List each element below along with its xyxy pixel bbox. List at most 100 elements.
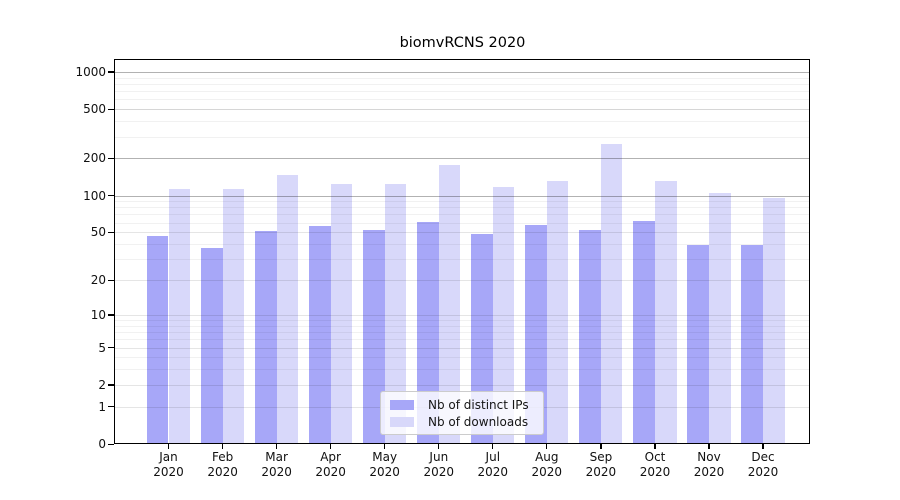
- gridline-minor: [115, 369, 810, 371]
- bar-distinct-ips-apr: [309, 226, 331, 444]
- bar-distinct-ips-oct: [633, 220, 655, 444]
- x-tick-label-nov: Nov 2020: [693, 450, 725, 479]
- y-tick-label-1: 1: [98, 399, 106, 414]
- gridline-500: [115, 109, 810, 111]
- x-tick-mar: [276, 444, 278, 449]
- x-tick-label-oct: Oct 2020: [639, 450, 671, 479]
- bar-distinct-ips-sep: [579, 230, 601, 444]
- legend-item-downloads: Nb of downloads: [390, 413, 543, 430]
- bar-distinct-ips-feb: [201, 248, 223, 444]
- x-tick-sep: [600, 444, 602, 449]
- y-tick-label-20: 20: [90, 273, 106, 287]
- x-tick-apr: [330, 444, 332, 449]
- y-tick-label-1000: 1000: [75, 64, 106, 79]
- x-tick-jul: [492, 444, 494, 449]
- y-tick-label-50: 50: [90, 225, 106, 240]
- bar-distinct-ips-mar: [255, 231, 277, 444]
- y-tick-label-0: 0: [98, 437, 106, 451]
- gridline-50: [115, 232, 810, 234]
- y-tick-10: [108, 314, 114, 316]
- bar-distinct-ips-may: [363, 230, 385, 444]
- x-tick-label-jun: Jun 2020: [423, 450, 455, 479]
- chart-title: biomvRCNS 2020: [399, 35, 526, 51]
- legend-label-distinct-ips: Nb of distinct IPs: [428, 397, 529, 412]
- gridline-minor: [115, 332, 810, 333]
- gridline-minor: [115, 91, 810, 93]
- bar-downloads-sep: [600, 144, 623, 444]
- gridline-minor: [115, 320, 810, 321]
- y-tick-label-100: 100: [83, 188, 106, 203]
- gridline-1000: [115, 71, 810, 73]
- gridline-minor: [115, 77, 810, 79]
- x-tick-label-sep: Sep 2020: [585, 450, 617, 479]
- bar-distinct-ips-jun: [417, 221, 439, 444]
- gridline-2: [115, 384, 810, 386]
- y-tick-0: [108, 443, 114, 445]
- gridline-minor: [115, 207, 810, 209]
- bar-distinct-ips-jan: [146, 235, 169, 444]
- gridline-20: [115, 280, 810, 281]
- x-tick-jan: [167, 444, 170, 449]
- y-tick-1000: [108, 71, 114, 73]
- bar-downloads-may: [384, 184, 407, 444]
- bar-downloads-jul: [492, 186, 515, 444]
- gridline-5: [115, 347, 810, 349]
- x-tick-label-jul: Jul 2020: [477, 450, 509, 479]
- gridline-10: [115, 314, 810, 316]
- y-tick-label-10: 10: [90, 307, 106, 322]
- x-tick-jun: [438, 444, 440, 449]
- bar-downloads-aug: [546, 181, 569, 444]
- gridline-minor: [115, 136, 810, 138]
- x-tick-dec: [762, 444, 764, 449]
- x-tick-label-may: May 2020: [369, 450, 400, 479]
- legend-label-downloads: Nb of downloads: [428, 414, 529, 429]
- x-tick-label-dec: Dec 2020: [747, 450, 779, 479]
- gridline-100: [115, 195, 810, 197]
- gridline-minor: [115, 357, 810, 359]
- gridline-minor: [115, 259, 810, 261]
- gridline-minor: [115, 222, 810, 224]
- y-tick-100: [108, 195, 114, 197]
- y-tick-label-2: 2: [98, 377, 106, 392]
- legend: Nb of distinct IPs Nb of downloads: [380, 391, 544, 435]
- bar-downloads-dec: [763, 198, 785, 444]
- y-tick-50: [108, 231, 114, 234]
- legend-swatch-distinct-ips-icon: [390, 399, 414, 410]
- x-tick-label-mar: Mar 2020: [261, 450, 292, 479]
- gridline-minor: [115, 244, 810, 245]
- bar-downloads-jan: [168, 189, 191, 444]
- bar-distinct-ips-nov: [687, 245, 709, 444]
- x-tick-oct: [654, 444, 656, 449]
- gridline-minor: [115, 201, 810, 203]
- gridline-minor: [115, 83, 810, 85]
- gridline-200: [115, 158, 810, 160]
- y-tick-2: [108, 384, 114, 386]
- bar-downloads-jun: [438, 164, 461, 444]
- bar-downloads-mar: [276, 174, 299, 444]
- x-tick-label-apr: Apr 2020: [315, 450, 346, 479]
- y-tick-label-5: 5: [98, 340, 106, 355]
- y-tick-5: [108, 347, 114, 349]
- y-tick-1: [108, 406, 114, 408]
- x-tick-label-aug: Aug 2020: [531, 450, 563, 479]
- gridline-minor: [115, 99, 810, 101]
- x-tick-label-feb: Feb 2020: [207, 450, 238, 479]
- x-tick-feb: [222, 444, 224, 449]
- x-tick-nov: [708, 444, 710, 449]
- gridline-minor: [115, 214, 810, 216]
- bar-downloads-nov: [709, 193, 731, 444]
- legend-swatch-downloads-icon: [390, 416, 414, 427]
- y-tick-200: [108, 157, 114, 160]
- gridline-minor: [115, 325, 810, 327]
- y-tick-label-500: 500: [83, 102, 106, 117]
- bar-downloads-feb: [222, 189, 245, 444]
- legend-item-distinct-ips: Nb of distinct IPs: [390, 396, 543, 413]
- bar-downloads-apr: [330, 184, 353, 444]
- bar-distinct-ips-aug: [525, 225, 547, 444]
- bar-downloads-oct: [655, 180, 677, 444]
- x-tick-may: [384, 444, 386, 449]
- x-tick-aug: [546, 444, 548, 449]
- y-tick-label-200: 200: [83, 151, 106, 166]
- y-tick-500: [108, 108, 114, 110]
